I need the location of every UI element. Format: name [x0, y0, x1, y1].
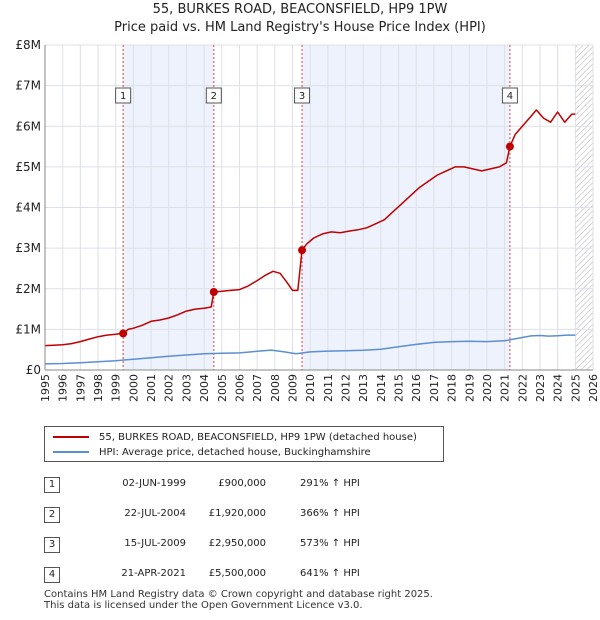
x-tick-label: 2002: [163, 374, 176, 402]
sale-price: £900,000: [218, 478, 266, 489]
chart-legend: 55, BURKES ROAD, BEACONSFIELD, HP9 1PW (…: [44, 426, 444, 462]
legend-item-hpi: HPI: Average price, detached house, Buck…: [53, 445, 371, 459]
property-line-swatch: [53, 436, 89, 438]
sale-number-badge: 4: [44, 567, 60, 583]
x-tick-label: 2026: [587, 374, 600, 402]
y-tick-label: £4M: [15, 201, 41, 215]
x-tick-label: 2006: [233, 374, 246, 402]
x-tick-label: 2014: [375, 374, 388, 402]
x-tick-label: 1997: [74, 374, 87, 402]
x-tick-label: 2000: [127, 374, 140, 402]
sale-number-badge: 2: [44, 507, 60, 523]
sale-date: 02-JUN-1999: [122, 478, 186, 489]
sale-point: [505, 142, 514, 151]
sale-hpi-change: 573% ↑ HPI: [300, 538, 360, 549]
x-tick-label: 2016: [410, 374, 423, 402]
y-tick-label: £1M: [15, 322, 41, 336]
x-tick-label: 2005: [216, 374, 229, 402]
sale-label-box: [501, 87, 518, 104]
sale-date: 15-JUL-2009: [124, 538, 186, 549]
x-tick-label: 2001: [145, 374, 158, 402]
y-tick-label: £8M: [15, 38, 41, 52]
legend-item-property: 55, BURKES ROAD, BEACONSFIELD, HP9 1PW (…: [53, 430, 417, 444]
sale-label: 1: [120, 91, 126, 102]
sale-date: 22-JUL-2004: [124, 508, 186, 519]
y-tick-label: £2M: [15, 282, 41, 296]
sale-row: 1 02-JUN-1999 £900,000 291% ↑ HPI: [44, 472, 424, 502]
y-tick-label: £3M: [15, 241, 41, 255]
x-tick-label: 2007: [251, 374, 264, 402]
x-tick-label: 1998: [92, 374, 105, 402]
y-tick-label: £6M: [15, 119, 41, 133]
sale-label: 4: [507, 91, 513, 102]
x-tick-label: 2019: [463, 374, 476, 402]
sale-label-box: [205, 87, 222, 104]
sale-point: [298, 246, 307, 255]
x-tick-label: 2017: [428, 374, 441, 402]
footer: Contains HM Land Registry data © Crown c…: [44, 589, 433, 611]
sale-row: 2 22-JUL-2004 £1,920,000 366% ↑ HPI: [44, 502, 424, 532]
x-tick-label: 2021: [499, 374, 512, 402]
sale-price: £1,920,000: [208, 508, 266, 519]
sale-date: 21-APR-2021: [121, 568, 186, 579]
sale-price: £5,500,000: [208, 568, 266, 579]
sale-point: [209, 288, 218, 296]
sale-row: 4 21-APR-2021 £5,500,000 641% ↑ HPI: [44, 562, 424, 592]
x-tick-label: 2008: [269, 374, 282, 402]
sale-label: 2: [211, 91, 217, 102]
x-tick-label: 1996: [57, 374, 70, 402]
y-tick-label: £0: [26, 363, 41, 377]
x-tick-label: 2020: [481, 374, 494, 402]
x-tick-label: 2018: [446, 374, 459, 402]
x-tick-label: 2015: [393, 374, 406, 402]
sale-label-box: [294, 87, 311, 104]
sale-hpi-change: 366% ↑ HPI: [300, 508, 360, 519]
legend-property-label: 55, BURKES ROAD, BEACONSFIELD, HP9 1PW (…: [99, 431, 417, 443]
sale-hpi-change: 291% ↑ HPI: [300, 478, 360, 489]
chart-subtitle: Price paid vs. HM Land Registry's House …: [114, 20, 486, 35]
footer-copyright: Contains HM Land Registry data © Crown c…: [44, 589, 433, 600]
x-tick-label: 2024: [552, 374, 565, 402]
sale-point: [119, 329, 128, 338]
y-tick-label: £7M: [15, 79, 41, 93]
sales-table: 1 02-JUN-1999 £900,000 291% ↑ HPI 2 22-J…: [44, 472, 424, 592]
chart-title: 55, BURKES ROAD, BEACONSFIELD, HP9 1PW: [152, 2, 448, 17]
sale-number-badge: 3: [44, 537, 60, 553]
sale-row: 3 15-JUL-2009 £2,950,000 573% ↑ HPI: [44, 532, 424, 562]
y-tick-label: £5M: [15, 160, 41, 174]
sale-label: 3: [299, 91, 305, 102]
sale-number-badge: 1: [44, 477, 60, 493]
x-tick-label: 2025: [569, 374, 582, 402]
x-tick-label: 2022: [516, 374, 529, 402]
footer-licence: This data is licensed under the Open Gov…: [44, 600, 363, 611]
sale-label-box: [115, 87, 132, 104]
x-tick-label: 1999: [110, 374, 123, 402]
x-tick-label: 2023: [534, 374, 547, 402]
legend-hpi-label: HPI: Average price, detached house, Buck…: [99, 446, 371, 458]
x-tick-label: 2011: [322, 374, 335, 402]
price-chart: 1 2 3 4 £0 £1M £2M £3M £4M £5M £6M £7M £8M 1995 1996 1…: [15, 38, 600, 402]
x-tick-label: 2003: [180, 374, 193, 402]
hpi-line-swatch: [53, 451, 89, 453]
x-tick-label: 2010: [304, 374, 317, 402]
x-tick-label: 2013: [357, 374, 370, 402]
hpi-line: [44, 334, 576, 365]
sale-hpi-change: 641% ↑ HPI: [300, 568, 360, 579]
x-tick-label: 2012: [340, 374, 353, 402]
x-tick-label: 2004: [198, 374, 211, 402]
x-tick-label: 2009: [286, 374, 299, 402]
sale-price: £2,950,000: [208, 538, 266, 549]
x-tick-label: 1995: [39, 374, 52, 402]
